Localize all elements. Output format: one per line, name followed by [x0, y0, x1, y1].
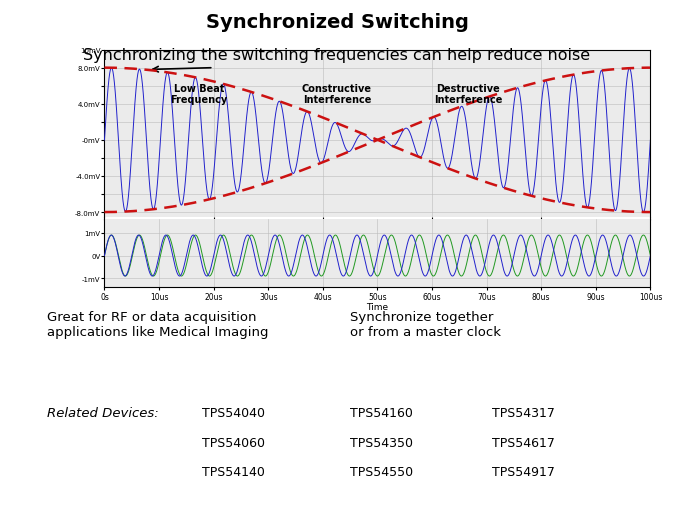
Text: TPS54550: TPS54550: [350, 465, 414, 478]
Text: Synchronize together
or from a master clock: Synchronize together or from a master cl…: [350, 311, 501, 338]
Text: TPS54060: TPS54060: [202, 436, 265, 449]
Text: TPS54140: TPS54140: [202, 465, 265, 478]
Text: TPS54350: TPS54350: [350, 436, 413, 449]
Text: Destructive
Interference: Destructive Interference: [434, 83, 503, 105]
Text: Related Devices:: Related Devices:: [47, 407, 159, 420]
Text: Synchronizing the switching frequencies can help reduce noise: Synchronizing the switching frequencies …: [84, 48, 590, 63]
Text: Constructive
Interference: Constructive Interference: [302, 83, 372, 105]
Text: Great for RF or data acquisition
applications like Medical Imaging: Great for RF or data acquisition applica…: [47, 311, 269, 338]
X-axis label: Time: Time: [367, 302, 388, 312]
Text: TPS54040: TPS54040: [202, 407, 265, 420]
Text: TPS54160: TPS54160: [350, 407, 413, 420]
Text: Synchronized Switching: Synchronized Switching: [206, 13, 468, 32]
Text: Low Beat
Frequency: Low Beat Frequency: [171, 83, 227, 105]
Text: TPS54617: TPS54617: [492, 436, 555, 449]
Text: TPS54917: TPS54917: [492, 465, 555, 478]
Text: TPS54317: TPS54317: [492, 407, 555, 420]
